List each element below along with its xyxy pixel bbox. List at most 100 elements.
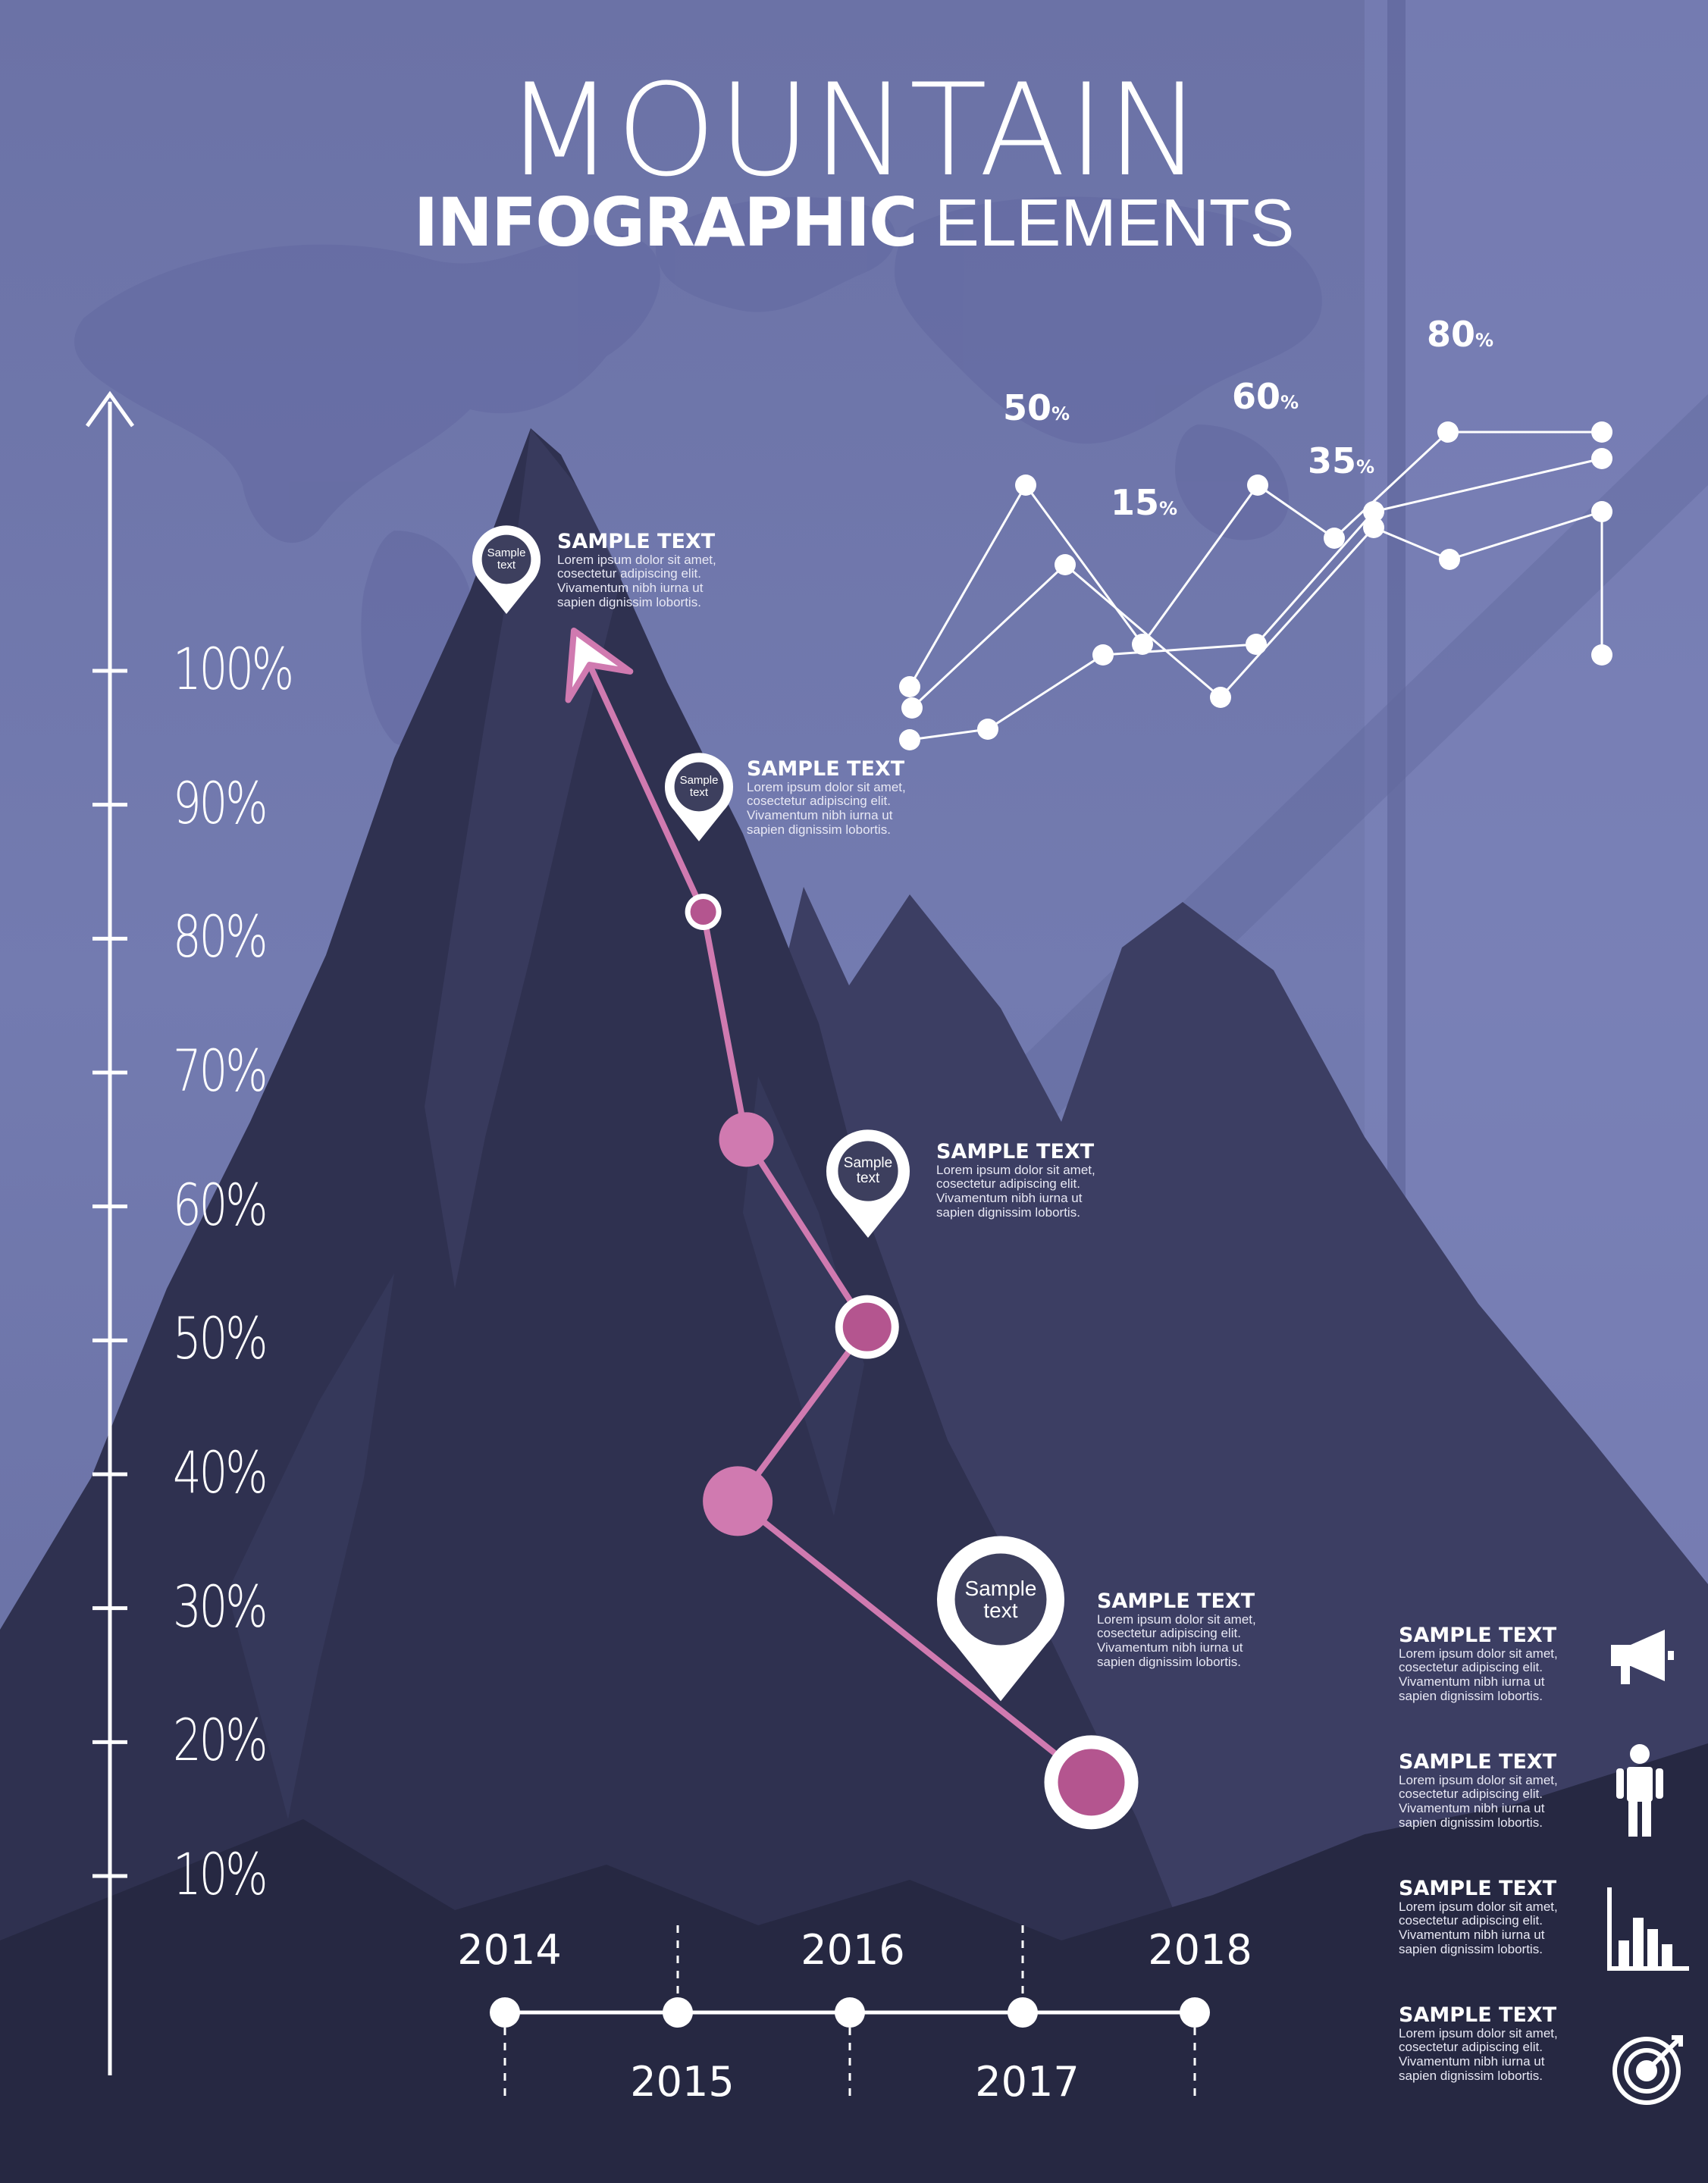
side-item-2: SAMPLE TEXT Lorem ipsum dolor sit amet, … — [1399, 1751, 1581, 1830]
climb-path-line — [571, 629, 1093, 1785]
y-axis-ticks — [92, 669, 127, 1878]
y-tick-label-6: 60% — [173, 1170, 268, 1239]
map-pin-inner-1 — [481, 534, 531, 584]
callout-4-body: Lorem ipsum dolor sit amet, cosectetur a… — [1097, 1611, 1256, 1669]
year-2015: 2015 — [630, 2058, 735, 2106]
year-2017: 2017 — [975, 2058, 1080, 2106]
side-item-4-body: Lorem ipsum dolor sit amet, cosectetur a… — [1399, 2025, 1558, 2083]
callout-3-body: Lorem ipsum dolor sit amet, cosectetur a… — [936, 1162, 1095, 1220]
side-item-2-title: SAMPLE TEXT — [1399, 1750, 1557, 1774]
climb-dot-1 — [1058, 1749, 1125, 1816]
y-tick-label-4: 40% — [173, 1439, 268, 1506]
mini-value-label-4: 35% — [1308, 440, 1375, 481]
side-item-1-title: SAMPLE TEXT — [1399, 1624, 1557, 1647]
callout-1: SAMPLE TEXT Lorem ipsum dolor sit amet, … — [557, 531, 732, 609]
mini-value-label-3: 60% — [1232, 376, 1299, 417]
map-pin-inner-2 — [674, 762, 724, 812]
mini-point-3-6 — [1591, 448, 1612, 469]
y-tick-label-10: 100% — [173, 635, 294, 703]
mini-point-3-5 — [1363, 501, 1384, 522]
title-sub: INFOGRAPHIC ELEMENTS — [0, 189, 1708, 256]
mini-point-2-1 — [901, 697, 923, 719]
side-item-2-body: Lorem ipsum dolor sit amet, cosectetur a… — [1399, 1772, 1558, 1830]
bar-chart-icon — [1607, 1887, 1689, 1971]
map-pin-label-3: Sample text — [843, 1155, 893, 1186]
climb-dot-5 — [690, 899, 716, 925]
side-item-3-title: SAMPLE TEXT — [1399, 1877, 1557, 1900]
world-map-silhouette — [74, 196, 1322, 746]
mini-point-3-2 — [977, 719, 998, 740]
title-sub-bold: INFOGRAPHIC — [413, 183, 918, 262]
year-2014: 2014 — [457, 1926, 562, 1974]
mini-value-label-5: 80% — [1427, 314, 1494, 355]
side-item-4: SAMPLE TEXT Lorem ipsum dolor sit amet, … — [1399, 2004, 1581, 2083]
climb-dot-3 — [842, 1302, 892, 1351]
side-item-3: SAMPLE TEXT Lorem ipsum dolor sit amet, … — [1399, 1878, 1581, 1956]
mini-point-2-6 — [1591, 501, 1612, 522]
title-main: MOUNTAIN — [504, 56, 1204, 205]
mini-point-3-4 — [1246, 634, 1267, 655]
side-item-1-body: Lorem ipsum dolor sit amet, cosectetur a… — [1399, 1646, 1558, 1703]
callout-4: SAMPLE TEXT Lorem ipsum dolor sit amet, … — [1097, 1590, 1271, 1669]
year-2016: 2016 — [801, 1926, 905, 1974]
map-pin-label-2: Sample text — [679, 774, 719, 799]
mini-point-1-7 — [1591, 421, 1612, 443]
y-tick-label-9: 90% — [173, 769, 268, 837]
y-tick-label-1: 10% — [173, 1840, 268, 1908]
title-sub-light: ELEMENTS — [935, 185, 1295, 260]
target-icon — [1612, 2035, 1683, 2105]
callout-2-body: Lorem ipsum dolor sit amet, cosectetur a… — [747, 779, 906, 837]
mini-point-1-5 — [1324, 528, 1345, 549]
map-pin-label-1: Sample text — [487, 547, 526, 572]
person-icon — [1616, 1744, 1663, 1837]
timeline-dot-2015 — [663, 1997, 693, 2028]
mini-point-1-2 — [1015, 474, 1036, 496]
timeline-dot-2018 — [1180, 1997, 1210, 2028]
callout-3-title: SAMPLE TEXT — [936, 1140, 1095, 1164]
mini-point-3-1 — [899, 729, 920, 750]
megaphone-icon — [1611, 1630, 1674, 1684]
side-item-1: SAMPLE TEXT Lorem ipsum dolor sit amet, … — [1399, 1624, 1581, 1703]
y-tick-label-5: 50% — [173, 1304, 268, 1373]
mini-point-2-3 — [1210, 687, 1231, 708]
timeline-dot-2014 — [490, 1997, 520, 2028]
y-tick-label-2: 20% — [173, 1706, 268, 1774]
y-tick-label-7: 70% — [173, 1037, 268, 1104]
callout-4-title: SAMPLE TEXT — [1097, 1589, 1255, 1613]
side-item-4-title: SAMPLE TEXT — [1399, 2003, 1557, 2027]
year-2018: 2018 — [1148, 1926, 1252, 1974]
mini-point-2-4 — [1363, 517, 1384, 538]
mini-value-label-1: 50% — [1003, 387, 1070, 428]
y-tick-label-3: 30% — [173, 1572, 268, 1640]
map-pin-inner-4 — [954, 1553, 1047, 1646]
mini-point-3-3 — [1092, 644, 1114, 666]
mini-point-1-3 — [1132, 634, 1153, 655]
mini-point-1-4 — [1247, 474, 1268, 496]
mini-point-2-2 — [1055, 554, 1076, 575]
callout-1-title: SAMPLE TEXT — [557, 530, 716, 553]
timeline-dot-2017 — [1008, 1997, 1038, 2028]
mini-point-2-7 — [1591, 644, 1612, 666]
mini-series-3 — [909, 457, 1603, 741]
climb-dot-2 — [703, 1466, 773, 1536]
mini-point-2-5 — [1439, 549, 1460, 570]
callout-2-title: SAMPLE TEXT — [747, 757, 905, 781]
mini-point-1-6 — [1437, 421, 1459, 443]
timeline-dot-2016 — [835, 1997, 865, 2028]
callout-2: SAMPLE TEXT Lorem ipsum dolor sit amet, … — [747, 758, 921, 837]
mini-value-label-2: 15% — [1111, 482, 1178, 523]
map-pin-label-4: Sample text — [964, 1576, 1037, 1622]
side-item-3-body: Lorem ipsum dolor sit amet, cosectetur a… — [1399, 1899, 1558, 1956]
climb-arrowhead — [565, 628, 634, 703]
climb-dot-4 — [719, 1112, 774, 1167]
mini-point-1-1 — [899, 676, 920, 697]
callout-1-body: Lorem ipsum dolor sit amet, cosectetur a… — [557, 552, 716, 609]
